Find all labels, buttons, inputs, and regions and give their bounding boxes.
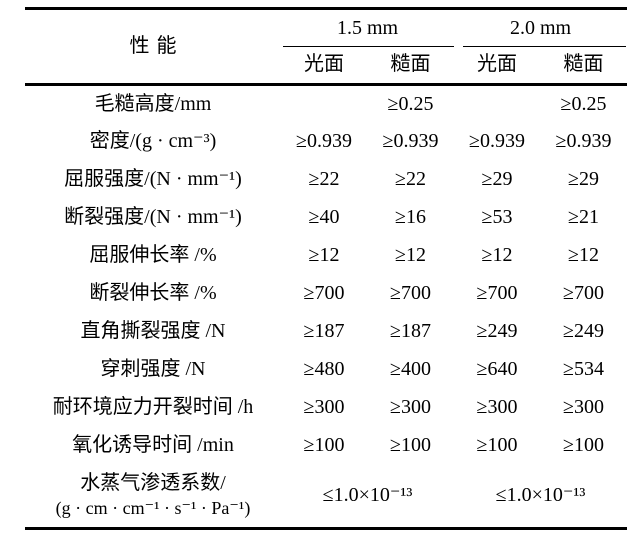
value-cell: ≥187 xyxy=(390,320,431,342)
value-cell xyxy=(454,85,540,123)
value-cell: ≥0.25 xyxy=(387,92,434,115)
value-cell xyxy=(281,85,367,123)
table-row: 断裂强度/(N · mm⁻¹) ≥40 ≥16 ≥53 ≥21 xyxy=(25,199,627,237)
value-cell: ≥400 xyxy=(390,358,431,380)
table-header: 性能 1.5 mm 2.0 mm 光面 糙面 光面 糙面 xyxy=(25,8,627,86)
value-cell: ≥100 xyxy=(390,434,431,456)
row-label: 断裂强度/(N · mm⁻¹) xyxy=(64,206,242,228)
value-cell: ≥0.939 xyxy=(469,130,525,152)
value-cell: ≥187 xyxy=(303,320,345,342)
value-cell: ≥249 xyxy=(476,320,518,342)
value-cell: ≥12 xyxy=(395,244,426,266)
header-group-1-5mm: 1.5 mm xyxy=(281,9,454,47)
row-label: 密度/(g · cm⁻³) xyxy=(89,130,217,152)
value-cell: ≥700 xyxy=(476,282,518,304)
row-label: 穿刺强度 /N xyxy=(100,358,206,380)
group-underline xyxy=(283,45,454,47)
value-cell: ≥249 xyxy=(563,320,604,342)
table-row: 耐环境应力开裂时间 /h ≥300 ≥300 ≥300 ≥300 xyxy=(25,389,627,427)
value-cell: ≥534 xyxy=(563,358,604,380)
value-cell: ≥100 xyxy=(476,434,518,456)
table-row: 屈服伸长率 /% ≥12 ≥12 ≥12 ≥12 xyxy=(25,237,627,275)
row-label-line-1: 水蒸气渗透系数/ xyxy=(80,471,226,494)
value-cell: ≥0.939 xyxy=(382,130,439,152)
row-label: 氧化诱导时间 /min xyxy=(72,434,234,456)
subheader-textured-2: 糙面 xyxy=(540,46,627,86)
row-label-unit-line: (g · cm · cm⁻¹ · s⁻¹ · Pa⁻¹) xyxy=(55,497,251,518)
subheader-smooth-1: 光面 xyxy=(281,46,367,86)
value-cell: ≥29 xyxy=(568,168,599,190)
row-label: 断裂伸长率 /% xyxy=(89,282,217,304)
value-cell: ≥300 xyxy=(390,396,431,418)
value-cell: ≥700 xyxy=(303,282,345,304)
header-property: 性能 xyxy=(25,8,281,86)
value-cell: ≥12 xyxy=(308,244,340,266)
row-label: 水蒸气渗透系数/ (g · cm · cm⁻¹ · s⁻¹ · Pa⁻¹) xyxy=(25,464,281,530)
row-label: 屈服伸长率 /% xyxy=(89,244,217,266)
table-row: 穿刺强度 /N ≥480 ≥400 ≥640 ≥534 xyxy=(25,351,627,389)
table-row: 密度/(g · cm⁻³) ≥0.939 ≥0.939 ≥0.939 ≥0.93… xyxy=(25,123,627,161)
value-cell: ≥12 xyxy=(481,244,513,266)
header-group-2-0mm-label: 2.0 mm xyxy=(509,16,572,39)
value-cell: ≥22 xyxy=(308,168,340,190)
table-row: 毛糙高度/mm ≥0.25 ≥0.25 xyxy=(25,85,627,123)
row-label: 屈服强度/(N · mm⁻¹) xyxy=(64,168,242,190)
subheader-textured-1: 糙面 xyxy=(367,46,454,86)
row-label: 耐环境应力开裂时间 /h xyxy=(52,396,254,418)
header-sub-row: 光面 糙面 光面 糙面 xyxy=(25,46,627,86)
group-underline xyxy=(463,45,626,47)
header-group-2-0mm: 2.0 mm xyxy=(454,9,627,47)
value-cell-span: ≤1.0×10⁻¹³ xyxy=(281,464,454,530)
value-cell: ≥480 xyxy=(303,358,345,380)
value-cell: ≥0.939 xyxy=(555,130,612,152)
value-cell: ≥700 xyxy=(390,282,431,304)
value-cell: ≥100 xyxy=(563,434,604,456)
table-row: 水蒸气渗透系数/ (g · cm · cm⁻¹ · s⁻¹ · Pa⁻¹) ≤1… xyxy=(25,464,627,530)
value-cell: ≥300 xyxy=(476,396,518,418)
value-cell: ≥100 xyxy=(303,434,345,456)
subheader-smooth-2: 光面 xyxy=(454,46,540,86)
value-cell: ≥29 xyxy=(481,168,513,190)
value-cell: ≥16 xyxy=(395,206,426,228)
spec-table: 性能 1.5 mm 2.0 mm 光面 糙面 光面 糙面 毛糙高度/mm xyxy=(25,7,627,530)
row-label: 毛糙高度/mm xyxy=(94,92,212,115)
table-row: 氧化诱导时间 /min ≥100 ≥100 ≥100 ≥100 xyxy=(25,427,627,465)
value-cell: ≥53 xyxy=(481,206,513,228)
value-cell: ≥22 xyxy=(395,168,426,190)
value-cell: ≥0.25 xyxy=(560,92,607,115)
table-body: 毛糙高度/mm ≥0.25 ≥0.25 密度/(g · cm⁻³) ≥0.939… xyxy=(25,85,627,530)
value-cell-span: ≤1.0×10⁻¹³ xyxy=(454,464,627,530)
header-group-row: 性能 1.5 mm 2.0 mm xyxy=(25,8,627,86)
table-row: 直角撕裂强度 /N ≥187 ≥187 ≥249 ≥249 xyxy=(25,313,627,351)
row-label: 直角撕裂强度 /N xyxy=(80,320,226,342)
header-group-1-5mm-label: 1.5 mm xyxy=(336,16,399,39)
value-cell: ≥300 xyxy=(563,396,604,418)
value-cell: ≥640 xyxy=(476,358,518,380)
value-cell: ≥300 xyxy=(303,396,345,418)
value-cell: ≥40 xyxy=(308,206,340,228)
table-row: 屈服强度/(N · mm⁻¹) ≥22 ≥22 ≥29 ≥29 xyxy=(25,161,627,199)
value-cell: ≥700 xyxy=(563,282,604,304)
value-cell: ≥0.939 xyxy=(296,130,352,152)
value-cell: ≥21 xyxy=(568,206,599,228)
value-cell: ≥12 xyxy=(568,244,599,266)
table-row: 断裂伸长率 /% ≥700 ≥700 ≥700 ≥700 xyxy=(25,275,627,313)
